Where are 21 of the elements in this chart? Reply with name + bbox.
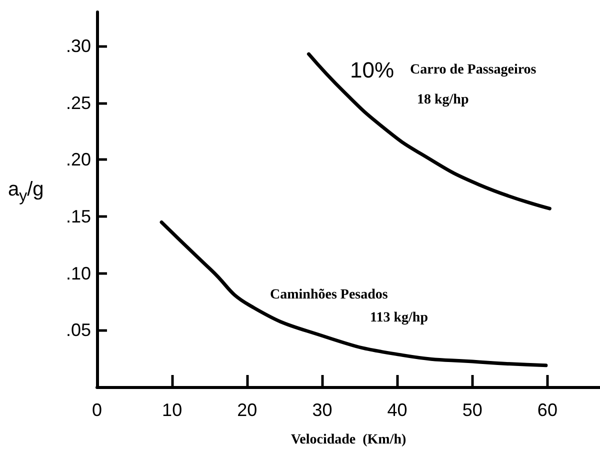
x-tick-label: 50 [462, 400, 482, 420]
y-tick-label: .20 [66, 150, 91, 170]
line-series [160, 220, 548, 368]
x-tick-label: 0 [92, 400, 102, 420]
y-tick-label: .25 [66, 92, 91, 113]
annotation: 18 kg/hp [417, 92, 469, 108]
annotation: 10% [350, 58, 394, 82]
y-tick-label: .30 [66, 36, 91, 56]
x-tick-label: 20 [237, 400, 258, 420]
y-tick-label: .15 [66, 206, 91, 227]
annotation: Carro de Passageiros [410, 62, 537, 78]
x-tick-label: 60 [537, 400, 558, 420]
x-tick-label: 10 [162, 400, 182, 420]
x-tick-label: 40 [387, 400, 408, 420]
line-series [306, 52, 552, 210]
y-tick-label: .05 [66, 320, 91, 340]
y-tick-label: .10 [66, 263, 91, 284]
annotation: Caminhões Pesados [270, 288, 388, 302]
x-tick-label: 30 [312, 400, 332, 420]
x-axis-title: Velocidade (Km/h) [290, 432, 407, 448]
annotation: 113 kg/hp [370, 310, 428, 326]
